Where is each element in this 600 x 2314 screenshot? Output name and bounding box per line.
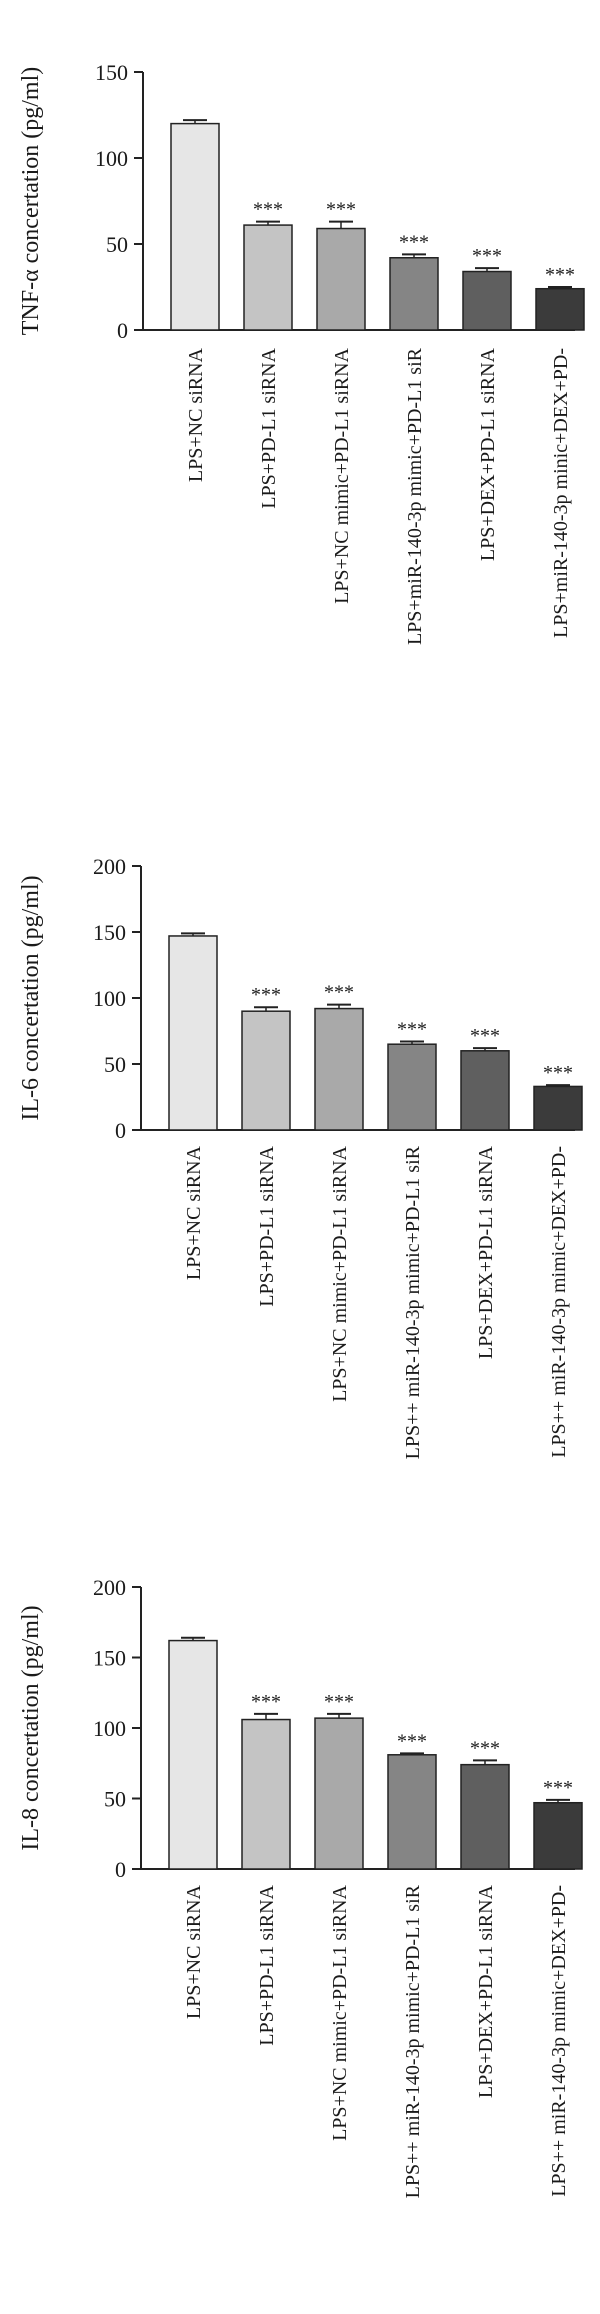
bar xyxy=(241,1718,291,1870)
il-6-chart: 0 50 100 150 200 IL-6 concertation (pg/ml) LPS… xyxy=(18,854,583,1459)
y-axis-title: IL-6 concertation (pg/ml) xyxy=(18,875,44,1120)
y-tick-label: 0 xyxy=(117,318,128,343)
y-axis-title: TNF-α concertation (pg/ml) xyxy=(18,67,44,336)
bar xyxy=(170,122,220,331)
category-label: LPS+PD-L1 siRNA xyxy=(256,1145,278,1306)
bar xyxy=(243,224,293,331)
significance-marker: *** xyxy=(543,1777,573,1799)
category-label: LPS+PD-L1 siRNA xyxy=(256,1884,278,2045)
y-axis-title: IL-8 concertation (pg/ml) xyxy=(18,1605,44,1850)
bar xyxy=(533,1085,583,1131)
category-label: LPS++ miR-140-3p mimic+PD-L1 siR xyxy=(402,1884,424,2198)
category-label: LPS++ miR-140-3p mimic+DEX+PD- xyxy=(548,1885,570,2197)
category-label: LPS+DEX+PD-L1 siRNA xyxy=(475,1145,497,1359)
bar xyxy=(387,1043,437,1131)
category-label: LPS+NC mimic+PD-L1 siRNA xyxy=(329,1884,351,2140)
bar xyxy=(462,270,512,331)
significance-marker: *** xyxy=(324,982,354,1004)
y-tick-label: 150 xyxy=(95,60,128,85)
category-label: LPS+PD-L1 siRNA xyxy=(258,347,280,508)
significance-marker: *** xyxy=(324,1691,354,1713)
significance-marker: *** xyxy=(470,1025,500,1047)
y-tick-label: 50 xyxy=(104,1052,126,1077)
significance-marker: *** xyxy=(397,1730,427,1752)
y-tick-label: 200 xyxy=(93,854,126,879)
bar xyxy=(168,1639,218,1870)
significance-marker: *** xyxy=(251,1691,281,1713)
category-label: LPS++ miR-140-3p mimic+PD-L1 siR xyxy=(402,1145,424,1459)
significance-marker: *** xyxy=(397,1019,427,1041)
bar xyxy=(387,1754,437,1870)
y-tick-label: 100 xyxy=(93,1716,126,1741)
y-tick-label: 150 xyxy=(93,920,126,945)
category-label: LPS+NC mimic+PD-L1 siRNA xyxy=(331,347,353,603)
significance-marker: *** xyxy=(253,199,283,221)
y-tick-label: 150 xyxy=(93,1646,126,1671)
category-label: LPS+miR-140-3p mimic+PD-L1 siR xyxy=(404,347,426,645)
bar xyxy=(533,1801,583,1870)
category-label: LPS+DEX+PD-L1 siRNA xyxy=(477,347,499,561)
y-tick-label: 0 xyxy=(115,1118,126,1143)
category-label: LPS+NC siRNA xyxy=(183,1884,205,2019)
significance-marker: *** xyxy=(470,1737,500,1759)
bar xyxy=(460,1763,510,1870)
y-tick-label: 100 xyxy=(95,146,128,171)
category-label: LPS+miR-140-3p minic+DEX+PD- xyxy=(550,348,572,638)
significance-marker: *** xyxy=(326,199,356,221)
category-label: LPS++ miR-140-3p mimic+DEX+PD- xyxy=(548,1146,570,1458)
significance-marker: *** xyxy=(251,984,281,1006)
category-label: LPS+NC siRNA xyxy=(183,1145,205,1280)
bar xyxy=(316,227,366,331)
bar xyxy=(314,1007,364,1131)
category-label: LPS+NC mimic+PD-L1 siRNA xyxy=(329,1145,351,1401)
category-label: LPS+NC siRNA xyxy=(185,347,207,482)
y-tick-label: 100 xyxy=(93,986,126,1011)
bar xyxy=(168,935,218,1131)
significance-marker: *** xyxy=(399,231,429,253)
bar xyxy=(241,1010,291,1131)
il-8-chart: 0 50 100 150 200 IL-8 concertation (pg/ml) LPS… xyxy=(18,1575,583,2198)
y-tick-label: 50 xyxy=(104,1787,126,1812)
y-tick-label: 0 xyxy=(115,1857,126,1882)
bar xyxy=(314,1717,364,1870)
bar xyxy=(389,257,439,331)
y-tick-label: 200 xyxy=(93,1575,126,1600)
significance-marker: *** xyxy=(472,245,502,267)
category-label: LPS+DEX+PD-L1 siRNA xyxy=(475,1884,497,2098)
significance-marker: *** xyxy=(545,264,575,286)
y-tick-label: 50 xyxy=(106,232,128,257)
significance-marker: *** xyxy=(543,1062,573,1084)
tnf-alpha-chart: 0 50 100 150 TNF-α concertation (pg/ml) LPS+N… xyxy=(18,60,585,645)
bar xyxy=(460,1050,510,1131)
bar xyxy=(535,287,585,331)
